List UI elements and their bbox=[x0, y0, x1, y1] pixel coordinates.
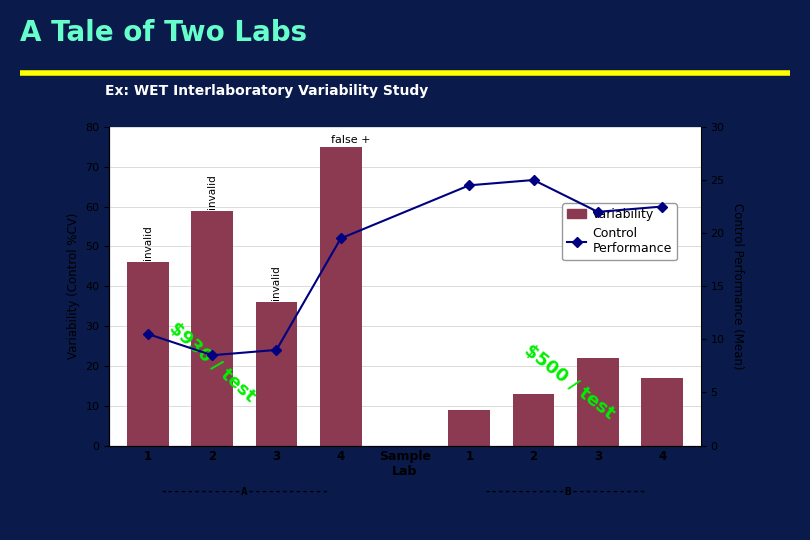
Bar bbox=[449, 410, 490, 446]
Text: Ex: WET Interlaboratory Variability Study: Ex: WET Interlaboratory Variability Stud… bbox=[105, 84, 428, 98]
Text: invalid: invalid bbox=[271, 265, 281, 300]
Text: ------------B-----------: ------------B----------- bbox=[484, 487, 646, 497]
Text: A Tale of Two Labs: A Tale of Two Labs bbox=[20, 19, 307, 47]
Y-axis label: Control Performance (Mean): Control Performance (Mean) bbox=[731, 203, 744, 369]
Y-axis label: Variability (Control %CV): Variability (Control %CV) bbox=[67, 213, 80, 360]
Bar bbox=[513, 394, 554, 445]
Text: ------------A------------: ------------A------------ bbox=[160, 487, 329, 497]
Bar bbox=[577, 358, 619, 446]
Legend: Variability, Control
Performance: Variability, Control Performance bbox=[562, 203, 676, 260]
Bar bbox=[191, 211, 233, 446]
Text: false +: false + bbox=[331, 135, 371, 145]
Bar bbox=[127, 262, 168, 446]
Bar bbox=[642, 378, 683, 446]
Bar bbox=[256, 302, 297, 446]
Bar bbox=[320, 147, 361, 446]
Text: invalid: invalid bbox=[143, 226, 153, 260]
Text: $500 / test: $500 / test bbox=[520, 341, 617, 422]
Text: $936 / test: $936 / test bbox=[165, 319, 259, 405]
Text: invalid: invalid bbox=[207, 174, 217, 208]
